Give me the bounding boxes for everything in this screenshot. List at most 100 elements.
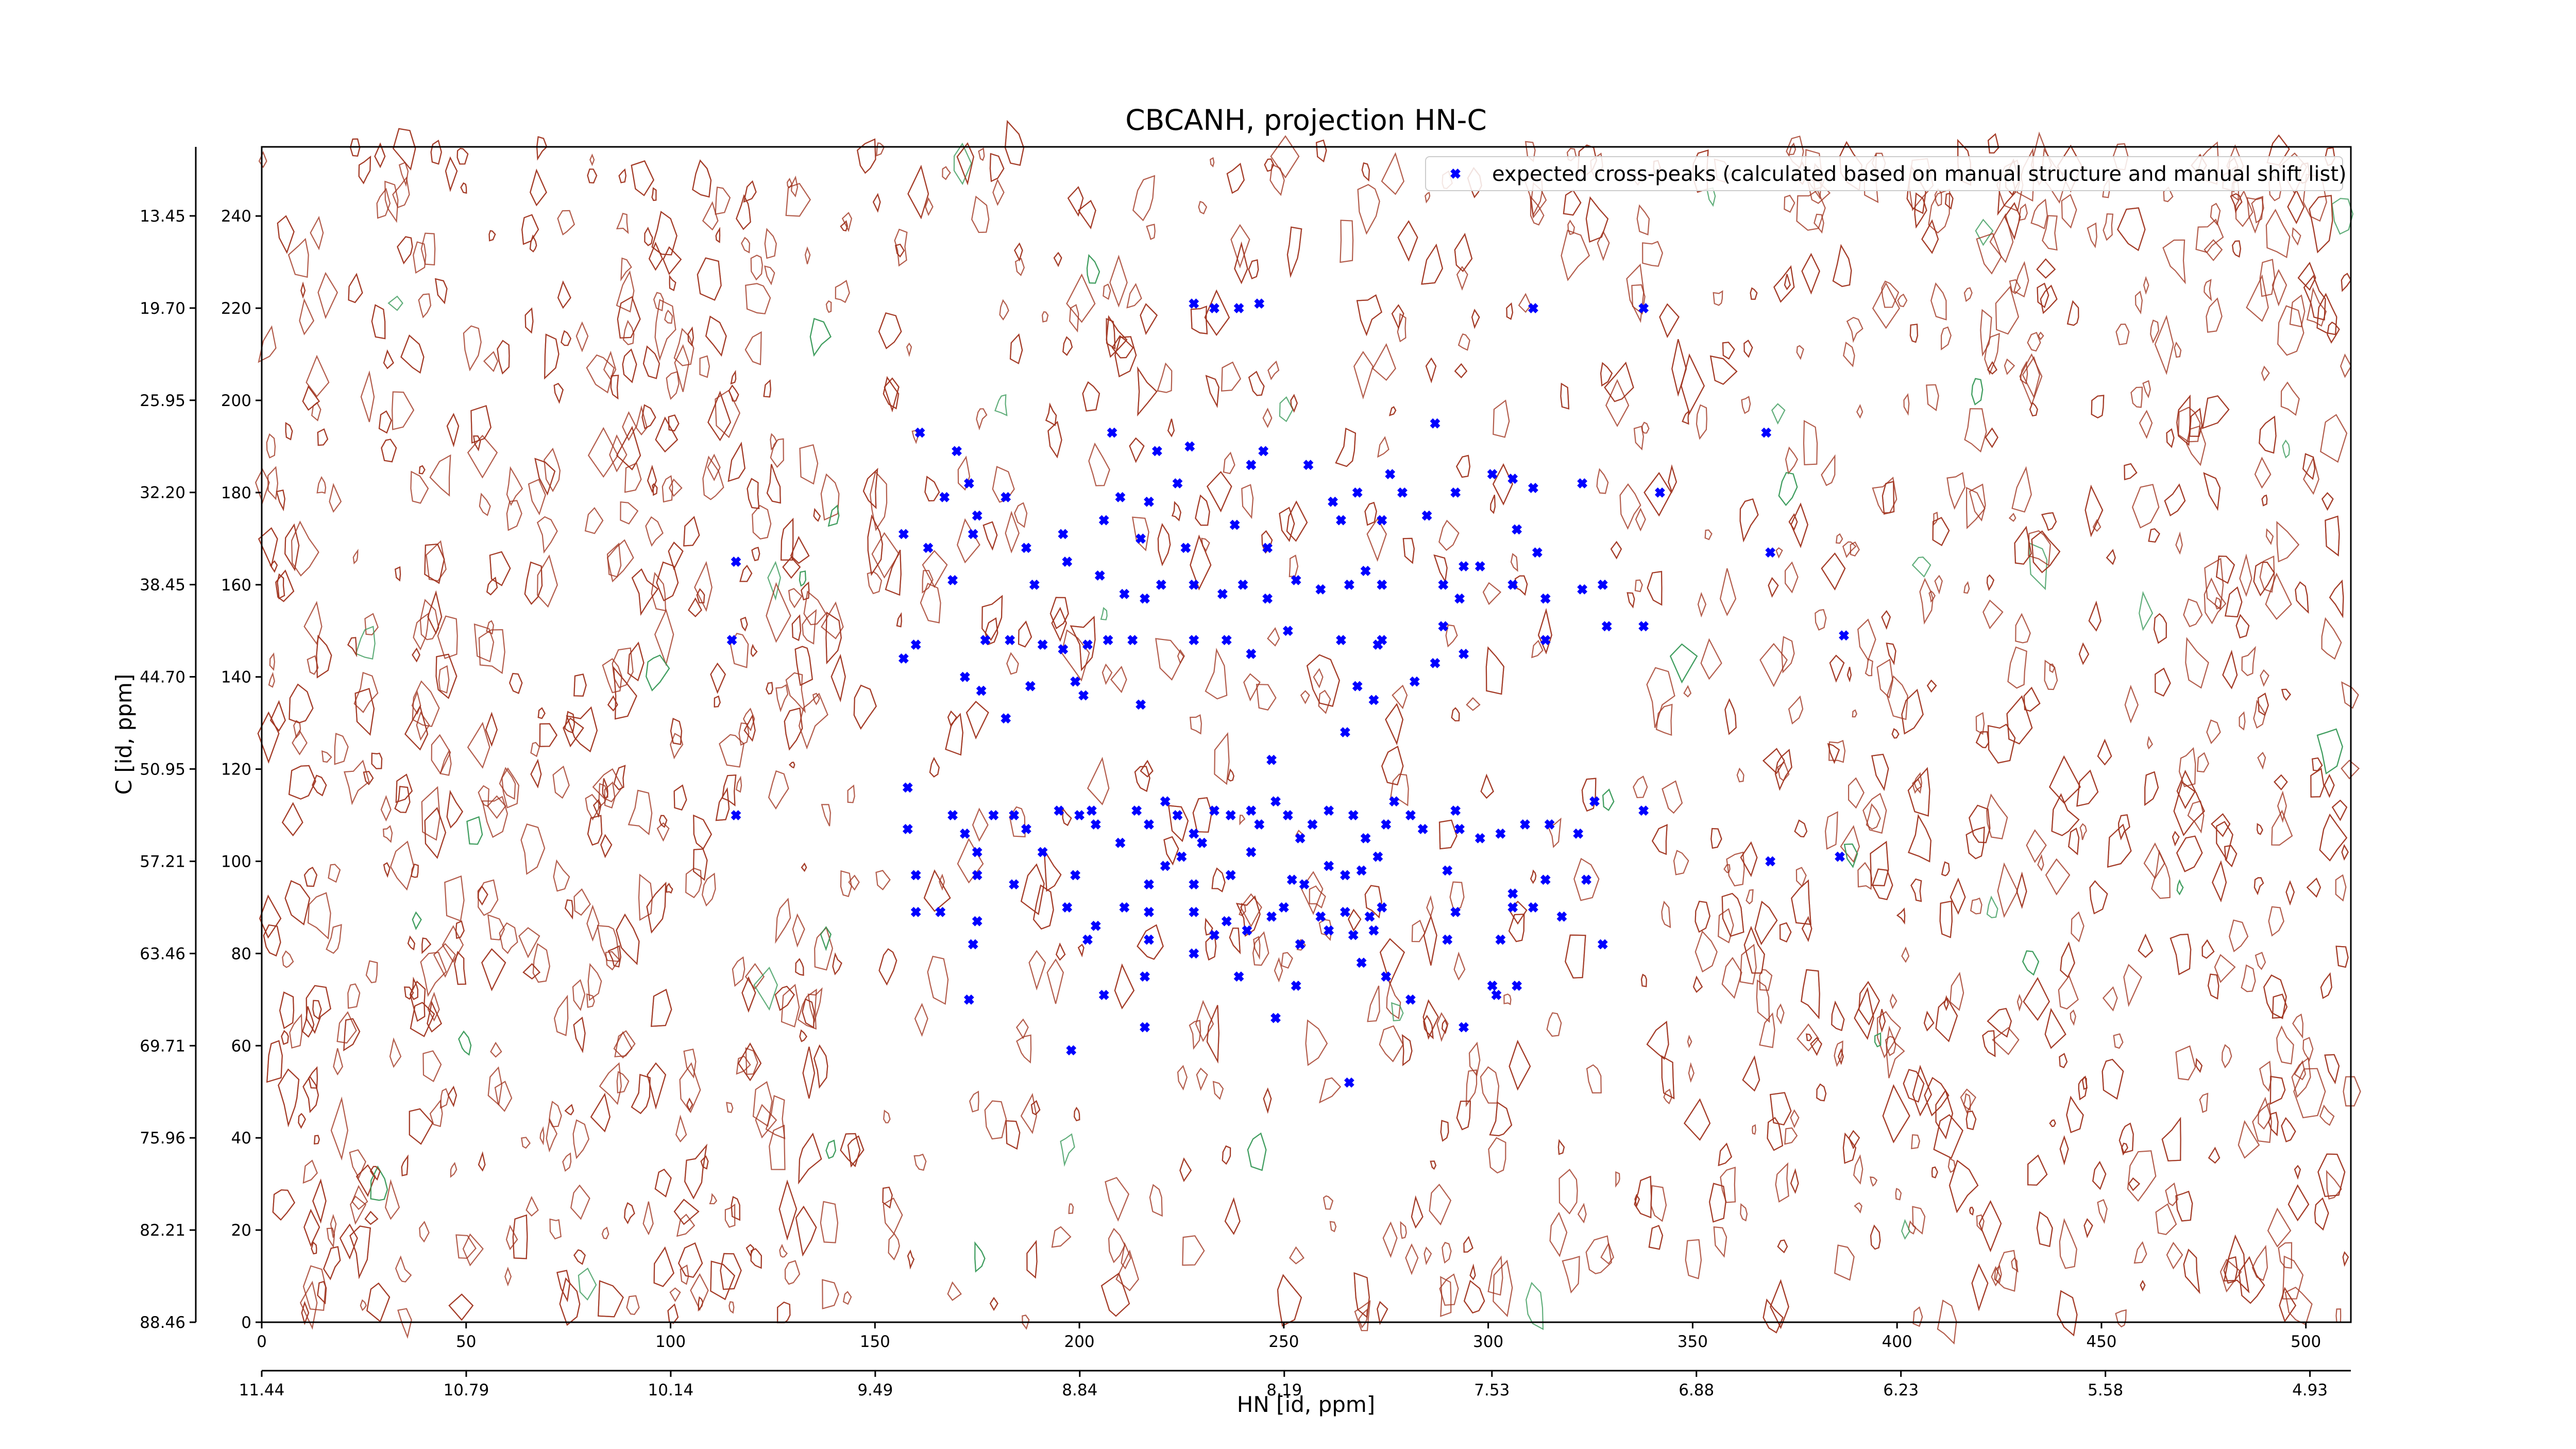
- contour-noise: [1537, 608, 1552, 654]
- contour-noise: [1016, 1034, 1032, 1064]
- contour-noise: [1263, 1087, 1272, 1114]
- contour-noise: [1615, 1171, 1620, 1188]
- contour-noise: [369, 1166, 381, 1181]
- cross-peak: [902, 782, 913, 793]
- contour-noise: [752, 504, 772, 540]
- contour-noise: [667, 1303, 679, 1324]
- contour-noise: [1872, 868, 1893, 900]
- cross-peak: [1491, 990, 1502, 1000]
- cross-peak: [1254, 298, 1265, 309]
- contour-noise: [1907, 767, 1930, 817]
- contour-noise: [2124, 684, 2139, 723]
- cross-peak: [1360, 833, 1371, 844]
- contour-noise: [2079, 823, 2087, 840]
- contour-noise: [1718, 908, 1734, 943]
- contour-noise: [775, 898, 791, 944]
- contour-noise: [1896, 907, 1906, 925]
- contour-noise: [1585, 196, 1609, 243]
- contour-noise: [1842, 541, 1857, 559]
- contour-noise: [1781, 636, 1795, 673]
- contour-noise: [1046, 958, 1064, 1004]
- cross-peak: [947, 575, 958, 585]
- contour-noise: [590, 1092, 611, 1133]
- contour-noise: [981, 595, 1003, 641]
- contour-noise: [506, 500, 522, 531]
- contour-noise: [653, 1246, 674, 1287]
- cross-peak: [1037, 847, 1048, 857]
- contour-noise: [650, 988, 672, 1027]
- contour-noise: [2124, 463, 2138, 481]
- contour-noise: [2045, 858, 2071, 896]
- contour-noise: [2123, 964, 2142, 1007]
- cross-peak: [898, 529, 909, 540]
- contour-noise: [2143, 842, 2165, 880]
- contour-noise: [1248, 370, 1265, 396]
- contour-noise: [1241, 484, 1254, 519]
- contour-noise: [454, 951, 467, 985]
- contour-noise: [2144, 771, 2159, 806]
- contour-noise: [646, 882, 667, 934]
- contour-noise: [1785, 446, 1799, 475]
- contour-noise: [1248, 259, 1259, 279]
- contour-noise: [813, 508, 821, 522]
- x-tick-label: 50: [456, 1333, 476, 1351]
- contour-noise: [2203, 472, 2221, 511]
- contour-noise: [289, 1013, 303, 1049]
- contour-noise: [1610, 541, 1622, 560]
- contour-noise: [1992, 1026, 2020, 1055]
- contour-noise: [2212, 860, 2227, 903]
- y2-tick-label: 19.70: [140, 299, 185, 318]
- cross-peak: [939, 492, 950, 502]
- contour-noise: [785, 672, 806, 714]
- contour-noise: [622, 348, 637, 383]
- contour-noise: [1854, 987, 1874, 1040]
- contour-noise: [488, 230, 496, 242]
- contour-noise: [2342, 1251, 2349, 1267]
- contour-noise: [1425, 192, 1431, 204]
- contour-noise: [764, 265, 775, 285]
- cross-peak: [1487, 981, 1498, 991]
- contour-noise: [1796, 345, 1804, 360]
- contour-noise: [572, 979, 586, 1012]
- contour-noise: [644, 227, 653, 246]
- contour-noise: [1723, 864, 1731, 873]
- contour-noise: [2113, 1033, 2124, 1049]
- contour-noise: [1230, 224, 1250, 269]
- contour-noise: [676, 1214, 696, 1237]
- contour-noise: [1411, 1195, 1423, 1229]
- contour-noise: [2106, 549, 2116, 565]
- contour-noise: [1718, 1142, 1733, 1167]
- contour-noise: [1662, 780, 1683, 814]
- cross-peak: [1638, 621, 1649, 632]
- contour-noise: [942, 166, 951, 180]
- contour-noise: [1300, 690, 1310, 704]
- contour-noise: [1870, 840, 1889, 886]
- contour-noise: [971, 195, 990, 233]
- contour-noise: [1687, 1035, 1692, 1049]
- contour-noise: [1068, 1203, 1074, 1215]
- contour-noise: [478, 879, 499, 916]
- contour-noise: [2011, 1257, 2019, 1273]
- contour-noise: [1411, 919, 1426, 942]
- contour-noise: [1643, 471, 1672, 517]
- contour-noise: [382, 825, 393, 843]
- contour-noise: [1801, 969, 1820, 1019]
- contour-noise: [409, 1108, 434, 1145]
- contour-noise: [1848, 777, 1865, 809]
- contour-noise: [2115, 323, 2130, 346]
- contour-noise: [424, 543, 445, 584]
- contour-noise: [1222, 1145, 1231, 1165]
- cross-peak: [1291, 575, 1301, 585]
- contour-noise: [1987, 723, 2016, 764]
- contour-noise: [2078, 1075, 2088, 1101]
- contour-noise: [1381, 746, 1404, 786]
- contour-noise: [1100, 1272, 1130, 1317]
- contour-noise: [2306, 878, 2321, 898]
- contour-noise: [651, 483, 658, 496]
- contour-noise: [788, 762, 795, 769]
- contour-noise: [1377, 1301, 1388, 1325]
- contour-noise: [992, 178, 1005, 206]
- contour-noise: [1926, 384, 1939, 411]
- contour-noise: [1114, 336, 1137, 378]
- contour-noise: [397, 236, 413, 264]
